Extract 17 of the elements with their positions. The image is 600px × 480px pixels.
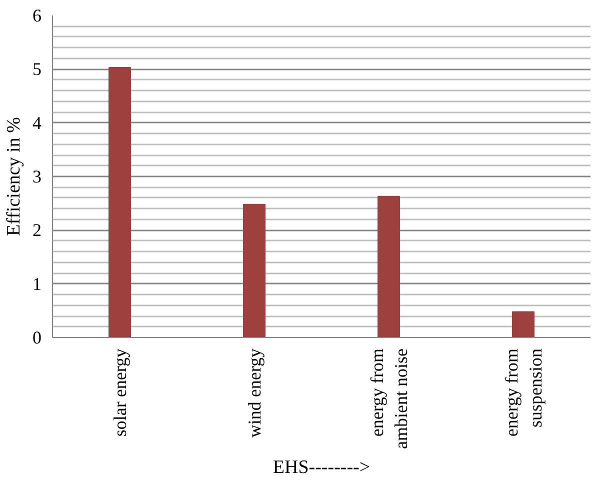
y-tick-label: 2 bbox=[32, 220, 42, 240]
x-tick-label: wind energy bbox=[244, 348, 264, 438]
bar bbox=[512, 311, 535, 338]
y-tick-label: 6 bbox=[32, 6, 42, 26]
bar bbox=[377, 196, 400, 338]
x-tick-label: energy from ambient noise bbox=[366, 348, 411, 449]
x-tick-label: solar energy bbox=[110, 348, 130, 437]
x-tick-label: energy from suspension bbox=[501, 348, 546, 437]
y-tick-label: 3 bbox=[32, 166, 42, 186]
y-tick-label: 1 bbox=[32, 274, 42, 294]
y-tick-label: 5 bbox=[32, 59, 42, 80]
bar bbox=[108, 67, 132, 338]
y-tick-label: 0 bbox=[32, 328, 42, 348]
x-axis-title: EHS--------> bbox=[272, 456, 370, 478]
y-tick-label: 4 bbox=[32, 112, 42, 133]
bar bbox=[242, 204, 266, 338]
y-axis-title: Efficiency in % bbox=[4, 116, 24, 236]
